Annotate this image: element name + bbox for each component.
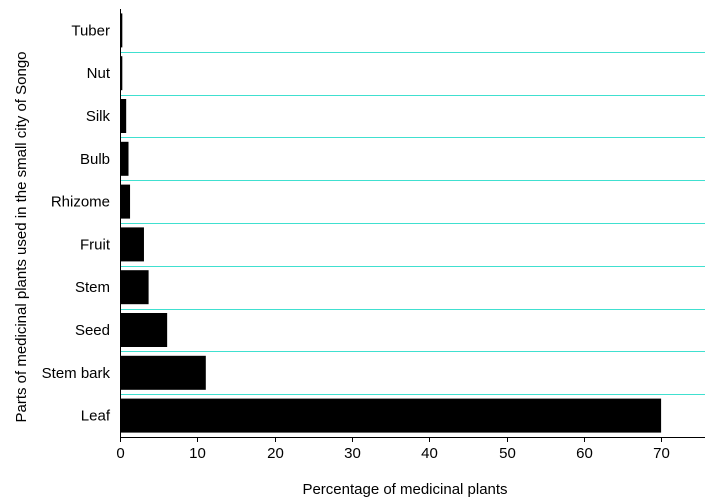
bar-fruit bbox=[120, 227, 144, 262]
y-tick-labels: Tuber Nut Silk Bulb Rhizome Fruit Stem Seed Stem… bbox=[42, 22, 111, 424]
y-tick-label: Seed bbox=[75, 322, 110, 339]
x-tick-label: 10 bbox=[189, 445, 206, 462]
gridlines bbox=[120, 52, 705, 395]
bar-stem bbox=[120, 270, 149, 305]
bar-bulb bbox=[120, 141, 129, 176]
x-ticks: 0 10 20 30 40 50 60 70 bbox=[116, 437, 670, 462]
y-tick-label: Leaf bbox=[81, 408, 111, 425]
y-tick-label: Tuber bbox=[71, 22, 110, 39]
bar-leaf bbox=[120, 398, 662, 433]
x-tick-label: 70 bbox=[653, 445, 670, 462]
bar-tuber bbox=[120, 13, 123, 48]
x-tick-label: 60 bbox=[576, 445, 593, 462]
bar-rhizome bbox=[120, 184, 131, 219]
bars bbox=[120, 13, 662, 433]
y-tick-label: Stem bark bbox=[42, 365, 111, 382]
x-tick-label: 0 bbox=[116, 445, 124, 462]
x-tick-label: 40 bbox=[421, 445, 438, 462]
y-axis-title: Parts of medicinal plants used in the sm… bbox=[13, 51, 30, 422]
bar-seed bbox=[120, 313, 168, 347]
y-tick-label: Bulb bbox=[80, 151, 110, 168]
bar-silk bbox=[120, 99, 127, 133]
axes bbox=[120, 9, 705, 438]
y-tick-label: Stem bbox=[75, 279, 110, 296]
y-tick-label: Silk bbox=[86, 108, 111, 125]
y-tick-label: Fruit bbox=[80, 236, 111, 253]
y-tick-label: Rhizome bbox=[51, 194, 110, 211]
x-tick-label: 30 bbox=[344, 445, 361, 462]
bar-nut bbox=[120, 56, 123, 91]
bar-stem-bark bbox=[120, 355, 206, 390]
x-tick-label: 50 bbox=[499, 445, 516, 462]
y-tick-label: Nut bbox=[87, 65, 111, 82]
x-tick-label: 20 bbox=[267, 445, 284, 462]
x-axis-title: Percentage of medicinal plants bbox=[302, 481, 507, 498]
